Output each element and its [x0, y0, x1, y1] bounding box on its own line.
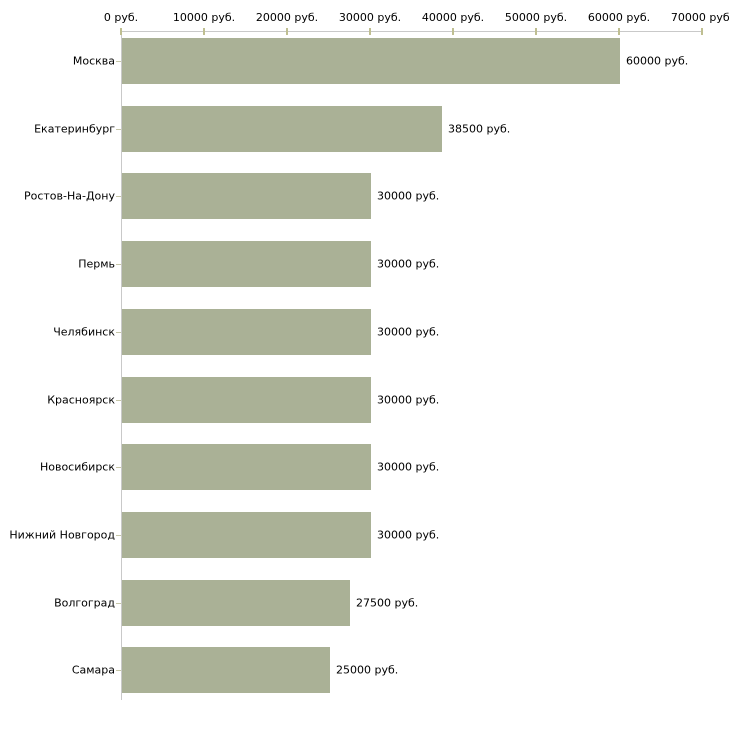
bar-7: [122, 444, 371, 490]
category-label: Нижний Новгород: [9, 528, 115, 542]
value-label: 30000 руб.: [377, 257, 440, 271]
value-label: 30000 руб.: [377, 528, 440, 542]
x-axis-tick: [369, 28, 371, 35]
category-label: Москва: [72, 54, 115, 68]
bar-10: [122, 647, 330, 693]
category-label: Новосибирск: [39, 460, 115, 474]
x-axis-tick: [618, 28, 620, 35]
x-axis-tick: [535, 28, 537, 35]
value-label: 30000 руб.: [377, 393, 440, 407]
value-label: 27500 руб.: [356, 596, 419, 610]
value-label: 30000 руб.: [377, 189, 440, 203]
x-axis-line: [121, 31, 703, 32]
x-axis-tick: [286, 28, 288, 35]
x-axis-tick-label: 30000 руб.: [338, 11, 402, 24]
x-axis-tick-label: 50000 руб.: [504, 11, 568, 24]
x-axis-tick-label: 40000 руб.: [421, 11, 485, 24]
bar-2: [122, 106, 442, 152]
category-tick: [116, 535, 121, 536]
x-axis-tick: [120, 28, 122, 35]
x-axis-tick-label: 60000 руб.: [587, 11, 651, 24]
value-label: 30000 руб.: [377, 325, 440, 339]
category-label: Волгоград: [54, 596, 115, 610]
x-axis-tick: [203, 28, 205, 35]
category-tick: [116, 61, 121, 62]
x-axis-tick-label: 0 руб.: [103, 11, 139, 24]
bar-9: [122, 580, 350, 626]
category-label: Самара: [71, 663, 115, 677]
value-label: 25000 руб.: [336, 663, 399, 677]
x-axis-tick-label: 20000 руб.: [255, 11, 319, 24]
category-tick: [116, 670, 121, 671]
bar-3: [122, 173, 371, 219]
value-label: 30000 руб.: [377, 460, 440, 474]
bar-8: [122, 512, 371, 558]
category-tick: [116, 400, 121, 401]
bar-6: [122, 377, 371, 423]
y-axis-line: [121, 31, 122, 700]
x-axis-tick-label: 70000 руб.: [670, 11, 730, 24]
category-tick: [116, 129, 121, 130]
category-tick: [116, 603, 121, 604]
bar-5: [122, 309, 371, 355]
category-label: Челябинск: [53, 325, 115, 339]
value-label: 38500 руб.: [448, 122, 511, 136]
x-axis-tick: [701, 28, 703, 35]
category-label: Ростов-На-Дону: [23, 189, 115, 203]
category-label: Пермь: [78, 257, 115, 271]
category-tick: [116, 467, 121, 468]
category-label: Екатеринбург: [34, 122, 115, 136]
category-tick: [116, 332, 121, 333]
bar-4: [122, 241, 371, 287]
x-axis-tick: [452, 28, 454, 35]
category-label: Красноярск: [47, 393, 115, 407]
category-tick: [116, 264, 121, 265]
category-tick: [116, 196, 121, 197]
x-axis-tick-label: 10000 руб.: [172, 11, 236, 24]
bar-1: [122, 38, 620, 84]
value-label: 60000 руб.: [626, 54, 689, 68]
